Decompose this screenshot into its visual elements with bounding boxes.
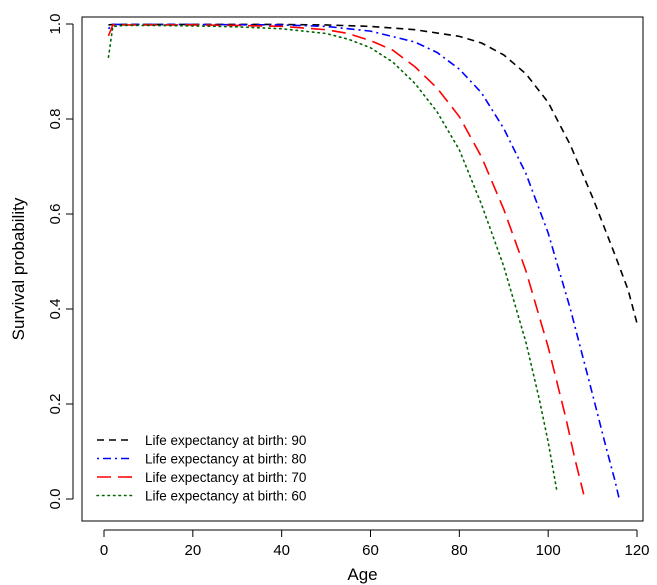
y-tick-label: 1.0 [47,14,64,35]
y-tick-label: 0.4 [47,299,64,320]
x-tick-label: 0 [100,542,108,559]
y-tick-label: 0.0 [47,489,64,510]
x-tick-label: 100 [536,542,561,559]
x-tick-label: 60 [362,542,379,559]
x-tick-label: 120 [624,542,649,559]
x-tick-label: 40 [273,542,290,559]
legend-label: Life expectancy at birth: 80 [145,452,306,467]
legend-label: Life expectancy at birth: 60 [145,489,306,504]
legend-label: Life expectancy at birth: 70 [145,470,306,485]
x-tick-label: 20 [184,542,201,559]
series-line-4 [107,24,558,493]
series-lines [107,23,638,500]
axes: 0 20 40 60 80 100 120 0.0 0.2 0.4 0.6 0.8 1.0 [47,14,650,559]
x-axis-title: Age [347,565,377,584]
y-tick-label: 0.2 [47,394,64,415]
y-axis-title: Survival probability [9,197,28,340]
y-tick-label: 0.8 [47,109,64,130]
x-tick-label: 80 [451,542,468,559]
plot-frame [81,16,644,522]
y-tick-label: 0.6 [47,204,64,225]
legend-label: Life expectancy at birth: 90 [145,433,306,448]
legend: Life expectancy at birth: 90 Life expecta… [96,433,306,504]
